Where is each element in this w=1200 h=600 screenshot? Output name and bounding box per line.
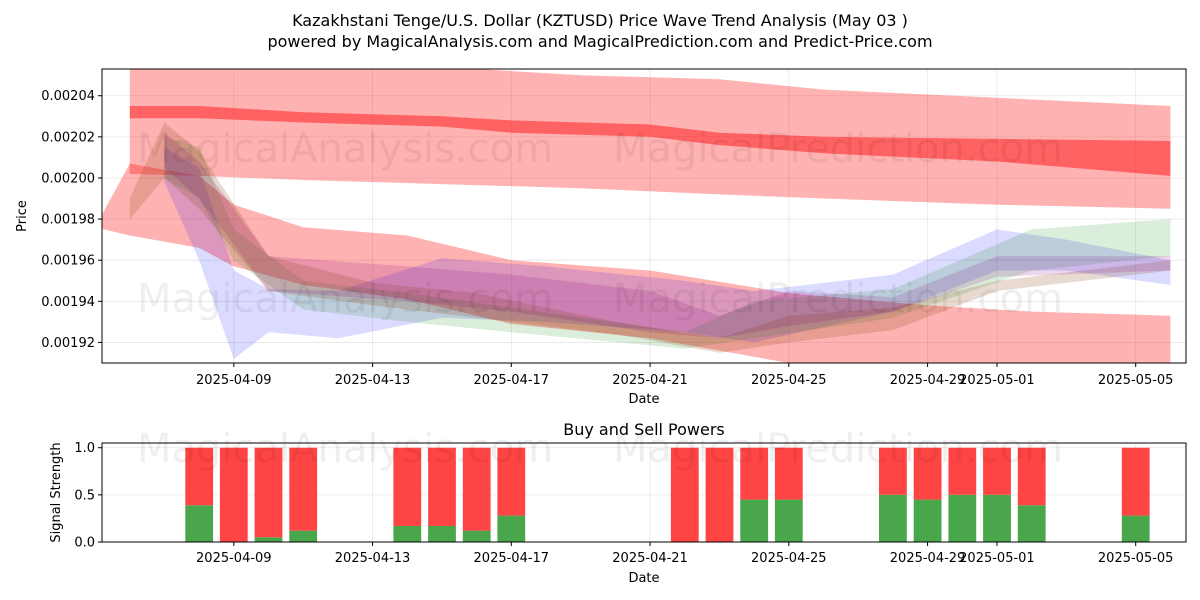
signal-xtick-label: 2025-05-05 (1098, 551, 1174, 566)
buy-bar (428, 526, 456, 542)
price-ytick-label: 0.00204 (41, 89, 95, 104)
buy-bar (740, 499, 769, 542)
buy-bar (289, 530, 318, 542)
chart-title-line2: powered by MagicalAnalysis.com and Magic… (267, 32, 932, 51)
sell-bar (393, 447, 422, 526)
buy-bar (1017, 505, 1046, 542)
buy-bar (948, 494, 977, 542)
sell-bar (1121, 447, 1150, 516)
price-band-red-0 (129, 69, 1171, 209)
price-panel: 0.00192 0.00194 0.00196 0.00198 0.00200 0.002… (15, 68, 1187, 407)
price-xtick-label: 2025-04-21 (612, 373, 688, 388)
sell-bar (948, 447, 977, 495)
signal-yaxis-label: Signal Strength (49, 442, 64, 542)
price-band-red-2 (102, 163, 1171, 363)
sell-bar (289, 447, 318, 531)
price-xtick-label: 2025-05-05 (1098, 373, 1174, 388)
sell-bar (705, 447, 734, 542)
buy-bar (254, 537, 283, 542)
signal-xtick-label: 2025-04-17 (474, 551, 550, 566)
price-band-brown-5 (129, 122, 1171, 353)
buy-bar (913, 499, 942, 542)
signal-ytick-label: 1.0 (74, 441, 95, 456)
price-xtick-label: 2025-05-01 (959, 373, 1035, 388)
chart-title-line1: Kazakhstani Tenge/U.S. Dollar (KZTUSD) P… (292, 11, 908, 30)
sell-bar (879, 447, 907, 495)
signal-xtick-label: 2025-04-29 (890, 551, 966, 566)
sell-bar (774, 447, 803, 500)
watermark-prediction-mid: MagicalPrediction.com (613, 276, 1063, 322)
watermark-prediction-bottom: MagicalPrediction.com (613, 426, 1063, 472)
signal-plot-frame (101, 442, 1187, 543)
price-xtick-label: 2025-04-29 (890, 373, 966, 388)
price-xtick-label: 2025-04-09 (196, 373, 272, 388)
price-band-green-4 (164, 136, 1171, 349)
sell-bar (740, 447, 769, 500)
signal-xaxis-label: Date (628, 571, 659, 586)
buy-bar (393, 526, 422, 542)
buy-bar (983, 494, 1011, 542)
signal-xtick-label: 2025-04-09 (196, 551, 272, 566)
signal-ytick-label: 0.0 (74, 536, 95, 551)
sell-bar (913, 447, 942, 500)
price-band-blue-3 (164, 147, 1171, 359)
sell-bar (254, 447, 283, 538)
watermark-analysis-top: MagicalAnalysis.com (137, 126, 553, 172)
price-xtick-label: 2025-04-25 (751, 373, 827, 388)
price-yaxis-label: Price (15, 200, 30, 232)
signal-ytick-label: 0.5 (74, 488, 95, 503)
price-xaxis-label: Date (628, 392, 659, 407)
price-ytick-label: 0.00194 (41, 295, 95, 310)
buy-bar (462, 530, 491, 542)
signal-xtick-label: 2025-04-21 (612, 551, 688, 566)
signal-panel: 0.0 0.5 1.0 2025-04-09 2025-04-13 2025-04-17 2… (49, 420, 1187, 586)
price-plot-frame (101, 68, 1187, 364)
sell-bar (219, 447, 248, 542)
price-xtick-label: 2025-04-17 (474, 373, 550, 388)
sell-bar (670, 447, 699, 542)
price-ytick-label: 0.00192 (41, 336, 95, 351)
price-ytick-label: 0.00198 (41, 213, 95, 228)
price-xtick-label: 2025-04-13 (335, 373, 411, 388)
price-ytick-label: 0.00202 (41, 130, 95, 145)
buy-bar (774, 499, 803, 542)
sell-bar (428, 447, 456, 526)
price-ytick-label: 0.00200 (41, 171, 95, 186)
watermark-analysis-mid: MagicalAnalysis.com (137, 276, 553, 322)
sell-bar (983, 447, 1011, 495)
watermark-prediction-top: MagicalPrediction.com (613, 126, 1063, 172)
buy-bar (185, 505, 214, 542)
price-band-purple-6 (164, 132, 1171, 339)
price-band-red-1 (129, 106, 1171, 176)
signal-xtick-label: 2025-04-25 (751, 551, 827, 566)
buy-bar (1121, 515, 1150, 542)
sell-bar (497, 447, 526, 516)
signal-xtick-label: 2025-04-13 (335, 551, 411, 566)
watermark-analysis-bottom: MagicalAnalysis.com (137, 426, 553, 472)
signal-panel-title: Buy and Sell Powers (563, 420, 725, 439)
signal-xtick-label: 2025-05-01 (959, 551, 1035, 566)
sell-bar (185, 447, 214, 506)
buy-bar (497, 515, 526, 542)
sell-bar (1017, 447, 1046, 506)
buy-bar (879, 494, 907, 542)
price-ytick-label: 0.00196 (41, 254, 95, 269)
sell-bar (462, 447, 491, 531)
